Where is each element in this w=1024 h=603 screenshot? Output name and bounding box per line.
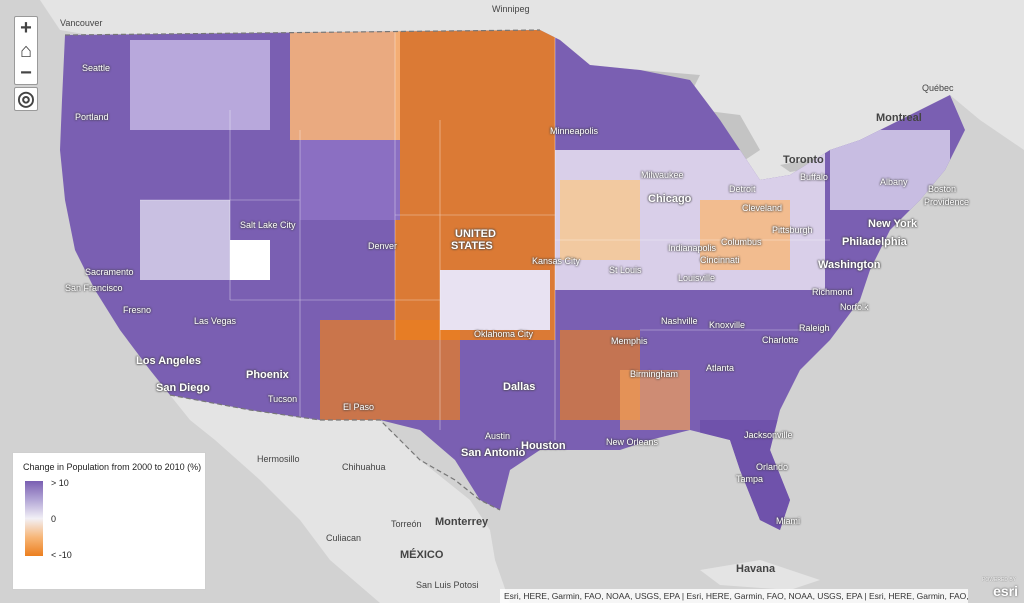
home-button[interactable]: ⌂	[14, 39, 38, 63]
label-torreon: Torreón	[391, 519, 422, 529]
label-los-angeles: Los Angeles	[136, 355, 201, 367]
label-dallas: Dallas	[503, 381, 536, 393]
us-mexico-border	[169, 394, 501, 511]
label-montreal: Montreal	[876, 112, 922, 124]
label-seattle: Seattle	[82, 63, 111, 73]
label-washington: Washington	[818, 259, 881, 271]
label-buffalo: Buffalo	[800, 172, 828, 182]
label-nashville: Nashville	[661, 316, 698, 326]
label-san-antonio: San Antonio	[461, 447, 526, 459]
label-columbus: Columbus	[721, 237, 762, 247]
label-minneapolis: Minneapolis	[550, 126, 599, 136]
label-tampa: Tampa	[736, 474, 764, 484]
label-charlotte: Charlotte	[762, 335, 799, 345]
esri-logo[interactable]: esri	[993, 583, 1018, 599]
zoom-in-button[interactable]: +	[14, 16, 38, 40]
label-united: UNITED	[455, 228, 496, 240]
label-toronto: Toronto	[783, 154, 824, 166]
label-portland: Portland	[75, 112, 109, 122]
label-pittsburgh: Pittsburgh	[772, 225, 813, 235]
label-san-francisco: San Francisco	[65, 283, 123, 293]
label-jacksonville: Jacksonville	[744, 430, 793, 440]
label-houston: Houston	[521, 440, 566, 452]
label-quebec: Québec	[922, 83, 954, 93]
label-new-orleans: New Orleans	[606, 437, 659, 447]
label-hermosillo: Hermosillo	[257, 454, 300, 464]
legend-color-ramp	[25, 481, 43, 556]
label-providence: Providence	[924, 197, 970, 207]
label-austin: Austin	[485, 431, 511, 441]
label-monterrey: Monterrey	[435, 516, 489, 528]
label-culiacan: Culiacan	[326, 533, 362, 543]
label-louisville: Louisville	[678, 273, 716, 283]
label-orlando: Orlando	[756, 462, 789, 472]
label-salt-lake-city: Salt Lake City	[240, 220, 296, 230]
zoom-out-button[interactable]: −	[14, 61, 38, 85]
label-chihuahua: Chihuahua	[342, 462, 386, 472]
label-birmingham: Birmingham	[630, 369, 679, 379]
label-winnipeg: Winnipeg	[492, 4, 530, 14]
attribution-text[interactable]: Esri, HERE, Garmin, FAO, NOAA, USGS, EPA…	[500, 589, 968, 603]
label-san-diego: San Diego	[156, 382, 210, 394]
label-philadelphia: Philadelphia	[842, 236, 907, 248]
powered-by-label: POWERED BY	[982, 577, 1016, 583]
label-sacramento: Sacramento	[85, 267, 134, 277]
legend-title: Change in Population from 2000 to 2010 (…	[23, 462, 202, 472]
legend-min-label: < -10	[51, 550, 72, 560]
legend-max-label: > 10	[51, 478, 69, 488]
label-cleveland: Cleveland	[742, 203, 783, 213]
label-miami: Miami	[776, 516, 800, 526]
label-atlanta: Atlanta	[706, 363, 735, 373]
label-el-paso: El Paso	[343, 402, 375, 412]
label-oklahoma-city: Oklahoma City	[474, 329, 534, 339]
canada-land	[0, 0, 1024, 180]
label-indianapolis: Indianapolis	[668, 243, 717, 253]
label-denver: Denver	[368, 241, 398, 251]
label-detroit: Detroit	[729, 184, 756, 194]
label-mexico: MÉXICO	[400, 549, 444, 561]
label-phoenix: Phoenix	[246, 369, 289, 381]
label-st-louis: St Louis	[609, 265, 642, 275]
us-canada-border	[64, 29, 541, 36]
label-fresno: Fresno	[123, 305, 152, 315]
label-new-york: New York	[868, 218, 918, 230]
label-kansas-city: Kansas City	[532, 256, 581, 266]
label-norfolk: Norfolk	[840, 302, 869, 312]
label-boston: Boston	[928, 184, 957, 194]
label-havana: Havana	[736, 563, 776, 575]
label-knoxville: Knoxville	[709, 320, 746, 330]
label-states: STATES	[451, 240, 493, 252]
cuba-land	[700, 560, 820, 590]
locate-button[interactable]: ◎	[14, 87, 38, 111]
label-raleigh: Raleigh	[799, 323, 830, 333]
legend-mid-label: 0	[51, 514, 57, 524]
label-memphis: Memphis	[611, 336, 648, 346]
label-cincinnati: Cincinnati	[700, 255, 740, 265]
label-albany: Albany	[880, 177, 908, 187]
label-vancouver: Vancouver	[60, 18, 103, 28]
label-richmond: Richmond	[812, 287, 853, 297]
label-las-vegas: Las Vegas	[194, 316, 237, 326]
mexico-land	[170, 395, 510, 603]
label-tucson: Tucson	[268, 394, 298, 404]
label-san-luis-potosi: San Luis Potosi	[416, 580, 479, 590]
legend-panel: Change in Population from 2000 to 2010 (…	[12, 452, 206, 590]
label-chicago: Chicago	[648, 193, 692, 205]
label-milwaukee: Milwaukee	[641, 170, 684, 180]
